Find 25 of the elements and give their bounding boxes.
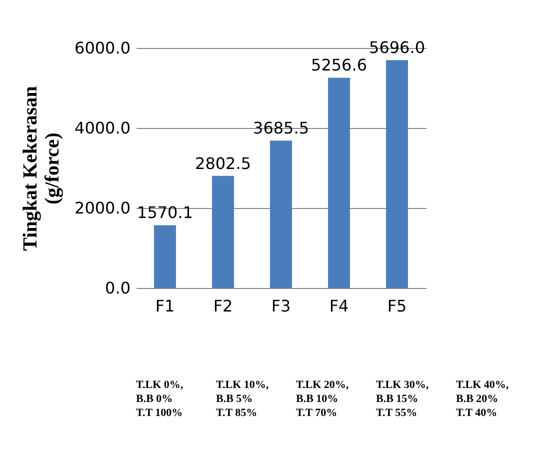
x-tick-label: F1: [155, 296, 175, 316]
x-tick-label: F4: [329, 296, 349, 316]
text: T.LK 20%, B.B 10% T.T 70%: [296, 379, 349, 419]
text: T.LK 40%, B.B 20% T.T 40%: [456, 379, 509, 419]
data-label: 5256.6: [311, 56, 367, 75]
data-label: 3685.5: [253, 118, 309, 138]
bar: [386, 60, 408, 288]
bar: [328, 78, 350, 288]
data-label: 1570.1: [137, 203, 193, 222]
data-label: 5696.0: [369, 38, 425, 58]
x-tick-label: F2: [213, 296, 233, 316]
y-tick-label: 2000.0: [74, 198, 130, 218]
bar: [212, 176, 234, 288]
y-tick-label: 4000.0: [74, 118, 130, 138]
bar: [270, 140, 292, 288]
text: T.LK 30%, B.B 15% T.T 55%: [376, 379, 429, 419]
text: T.LK 0%, B.B 0% T.T 100%: [136, 379, 184, 419]
text: T.LK 10%, B.B 5% T.T 85%: [216, 379, 269, 419]
y-axis-title: Tingkat Kekerasan (g/force): [20, 86, 64, 251]
y-tick-label: 6000.0: [74, 38, 130, 58]
bar: [154, 225, 176, 288]
x-tick-label: F5: [387, 296, 407, 316]
data-label: 2802.5: [195, 154, 251, 173]
x-tick-label: F3: [271, 296, 291, 316]
y-tick-label: 0.0: [105, 278, 130, 298]
